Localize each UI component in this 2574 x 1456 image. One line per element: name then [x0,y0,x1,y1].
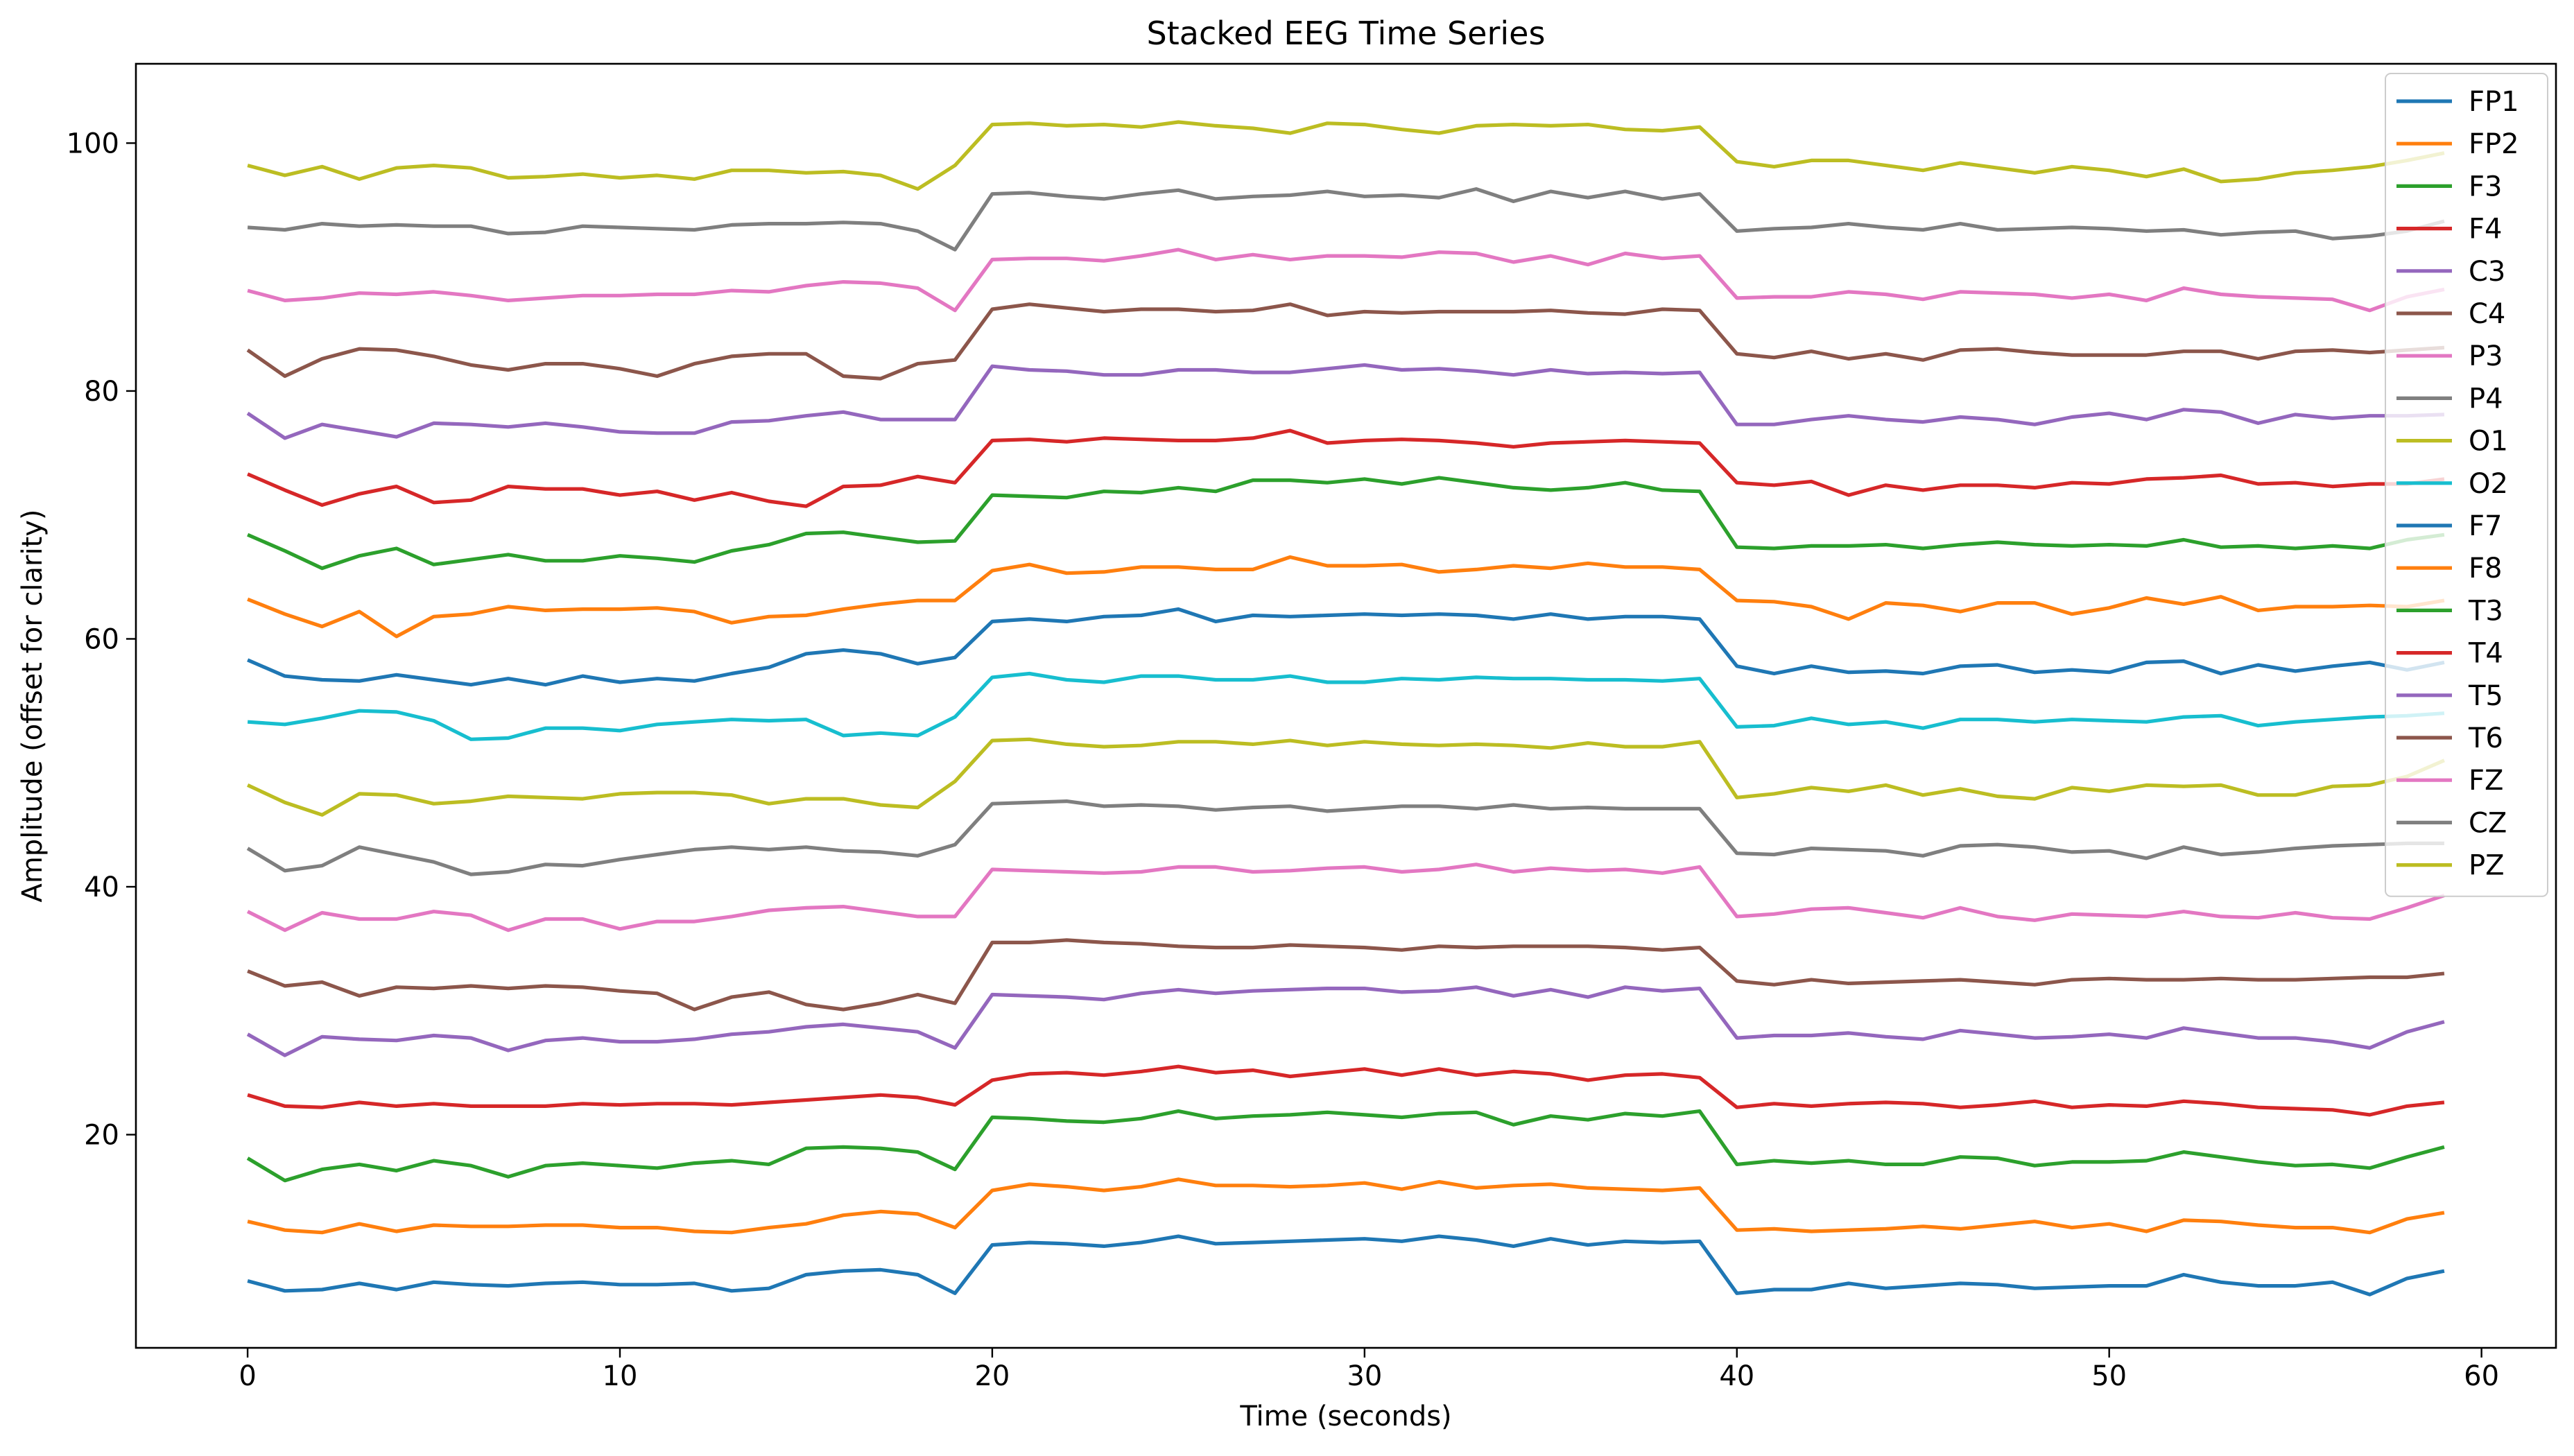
series-line-o1 [247,737,2445,817]
series-line-pz [247,120,2445,191]
series-line-f7 [247,607,2445,687]
series-line-fp1 [247,1234,2445,1297]
y-tick-label: 100 [67,128,119,159]
legend-label-f7: F7 [2469,510,2502,542]
series-line-f8 [247,555,2445,639]
legend-label-t4: T4 [2468,638,2503,670]
y-tick-label: 40 [84,872,119,903]
series-line-t4 [247,428,2445,508]
legend-label-c4: C4 [2469,298,2505,330]
series-line-p3 [246,863,2445,933]
x-tick-label: 40 [1719,1360,1754,1392]
y-tick-label: 20 [84,1120,119,1152]
legend-label-c3: C3 [2469,256,2505,288]
legend-box [2385,73,2548,897]
y-tick-label: 60 [84,623,119,655]
series-line-c3 [246,985,2445,1057]
legend-label-fp2: FP2 [2469,128,2519,160]
legend-label-f8: F8 [2469,553,2502,584]
series-line-o2 [247,671,2445,741]
series-line-c4 [247,938,2445,1012]
x-axis-label: Time (seconds) [1239,1401,1451,1432]
x-tick-label: 10 [603,1360,638,1392]
legend-label-fz: FZ [2469,765,2503,797]
series-line-p4 [246,799,2444,876]
legend-label-f3: F3 [2469,171,2502,202]
legend: FP1 FP2 F3 F4 C3 C4 P3 P4 O1 O2 F7 F8 T3 T4 T5 T6 FZ CZ PZ [2385,73,2548,897]
series-lines [246,120,2445,1297]
legend-label-t3: T3 [2468,595,2503,627]
x-tick-label: 30 [1347,1360,1382,1392]
plot-frame [135,62,2557,1349]
series-line-f3 [246,1109,2445,1183]
legend-label-f4: F4 [2469,214,2502,245]
chart-title: Stacked EEG Time Series [1147,15,1546,52]
legend-label-cz: CZ [2469,807,2507,839]
legend-label-t6: T6 [2468,722,2503,754]
legend-label-t5: T5 [2468,680,2503,712]
y-axis-label: Amplitude (offset for clarity) [17,509,49,902]
series-line-f4 [247,1064,2445,1117]
series-line-cz [247,187,2445,252]
legend-label-pz: PZ [2469,850,2505,882]
x-axis-ticks: 0 10 20 30 40 50 60 [239,1348,2499,1392]
x-tick-label: 0 [239,1360,256,1392]
legend-label-p4: P4 [2469,383,2503,415]
legend-label-fp1: FP1 [2469,86,2519,118]
x-tick-label: 60 [2464,1360,2499,1392]
legend-label-o2: O2 [2469,468,2508,500]
series-line-t6 [246,302,2445,381]
series-line-t5 [246,363,2444,440]
legend-label-o1: O1 [2469,426,2508,458]
series-line-fp2 [247,1177,2445,1235]
x-tick-label: 50 [2091,1360,2127,1392]
x-tick-label: 20 [974,1360,1010,1392]
legend-label-p3: P3 [2469,340,2503,372]
y-axis-ticks: 20 40 60 80 100 [67,128,136,1152]
series-line-t3 [247,476,2445,571]
y-tick-label: 80 [84,376,119,408]
series-line-fz [247,248,2445,313]
